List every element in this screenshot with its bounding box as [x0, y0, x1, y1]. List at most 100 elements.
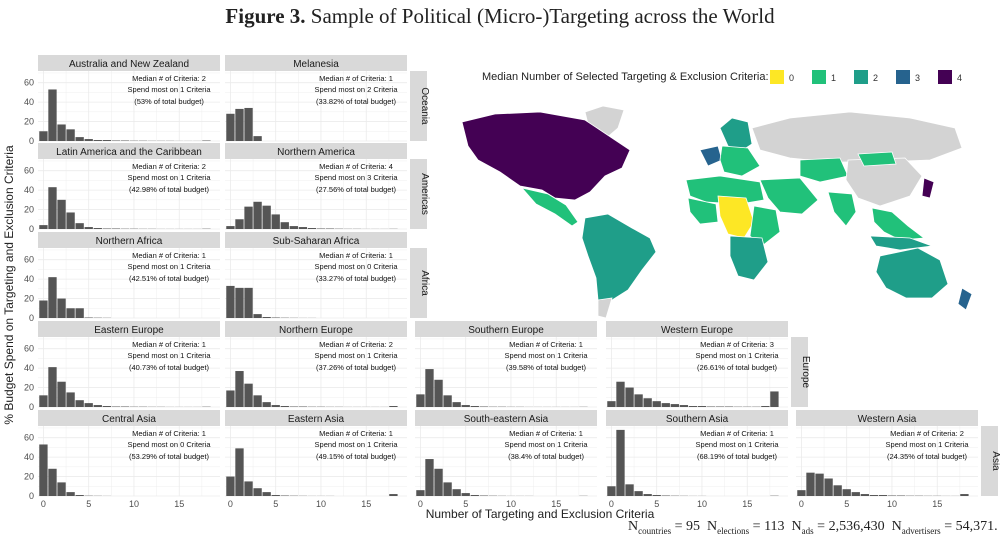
y-tick-label: 20: [24, 383, 34, 393]
x-tick-label: 0: [609, 499, 614, 509]
facet-panel-10: Central Asia Median # of Criteria: 1 Spend…: [24, 410, 220, 509]
group-strip-label: Africa: [419, 270, 430, 296]
map-region-northern-europe: [719, 117, 753, 153]
bar: [389, 406, 398, 407]
group-strip-label: Oceania: [419, 87, 430, 125]
bar: [425, 369, 434, 407]
facet-strip-label: Western Europe: [661, 325, 734, 336]
bar: [643, 494, 652, 496]
facet-strip-label: Eastern Asia: [288, 414, 345, 425]
bar: [48, 468, 57, 496]
y-tick-label: 20: [24, 205, 34, 215]
figure-title-text: Sample of Political (Micro-)Targeting ac…: [310, 4, 775, 28]
x-tick-label: 15: [932, 499, 942, 509]
map-region-north-america: [461, 111, 631, 201]
y-tick-label: 60: [24, 166, 34, 176]
median-annotation: Median # of Criteria: 1: [700, 429, 774, 438]
group-strip-label: Europe: [800, 356, 811, 389]
bar: [697, 406, 707, 407]
facet-strip-label: Northern Africa: [96, 236, 163, 247]
bar: [616, 381, 625, 407]
map-region-indonesia: [869, 235, 933, 251]
bar: [452, 402, 461, 407]
budget-share-annotation: (26.61% of total budget): [697, 363, 778, 372]
facet-strip: [225, 321, 407, 337]
bar: [244, 206, 253, 229]
y-tick-label: 60: [24, 78, 34, 88]
bar: [298, 227, 308, 229]
facet-strip: [38, 232, 220, 248]
bar: [75, 137, 84, 141]
median-annotation: Median # of Criteria: 2: [132, 74, 206, 83]
y-axis-label: % Budget Spend on Targeting and Exclusio…: [2, 145, 16, 425]
group-strip-label: Asia: [990, 451, 1000, 471]
legend-label-3: 3: [915, 73, 920, 83]
bar: [289, 226, 298, 229]
facet-strip-label: Southern Europe: [468, 325, 544, 336]
bar: [770, 391, 779, 407]
median-annotation: Median # of Criteria: 3: [700, 340, 774, 349]
facet-strip-label: Northern Europe: [279, 325, 353, 336]
bar: [661, 403, 670, 407]
facet-panel-0: Australia and New Zealand Median # of Cri…: [24, 55, 220, 146]
n-countries: 95: [686, 519, 701, 534]
spend-annotation: Spend most on 1 Criteria: [696, 351, 780, 360]
facet-strip-label: Australia and New Zealand: [69, 59, 189, 70]
spend-annotation: Spend most on 1 Criteria: [128, 85, 212, 94]
x-tick-label: 10: [697, 499, 707, 509]
bar: [102, 406, 111, 407]
spend-annotation: Spend most on 1 Criteria: [886, 440, 970, 449]
n-ads: 2,536,430: [828, 519, 885, 534]
y-tick-label: 40: [24, 274, 34, 284]
facet-panel-7: Northern Europe Median # of Criteria: 2 Sp…: [225, 321, 407, 408]
bar: [271, 214, 280, 229]
sample-size-footnote: Ncountries = 95 Nelections = 113 Nads = …: [628, 519, 998, 536]
facet-strip: [38, 321, 220, 337]
group-strip: [981, 426, 998, 496]
median-annotation: Median # of Criteria: 2: [890, 429, 964, 438]
bar: [66, 392, 75, 407]
map-region-east-africa: [749, 205, 781, 247]
median-annotation: Median # of Criteria: 2: [319, 340, 393, 349]
bar: [48, 367, 57, 407]
facet-panel-14: Western Asia Median # of Criteria: 2 Spend…: [796, 410, 978, 509]
bar: [75, 308, 84, 318]
y-tick-label: 40: [24, 185, 34, 195]
map-region-central-asia: [799, 157, 849, 183]
budget-share-annotation: (27.56% of total budget): [316, 185, 397, 194]
facet-strip: [225, 55, 407, 71]
map-region-japan: [921, 177, 935, 199]
bar: [860, 494, 869, 496]
bar: [761, 406, 770, 407]
facet-strip: [38, 143, 220, 159]
bar: [878, 495, 888, 496]
facet-strip-label: Southern Asia: [666, 414, 729, 425]
bar: [244, 383, 253, 407]
bar: [253, 314, 262, 318]
bar: [66, 129, 75, 141]
bar: [280, 406, 289, 407]
facet-strip: [225, 232, 407, 248]
bar: [443, 482, 452, 496]
budget-share-annotation: (33.27% of total budget): [316, 274, 397, 283]
facet-strip-label: Northern America: [277, 147, 355, 158]
map-region-north-africa: [685, 175, 765, 205]
bar: [960, 494, 969, 496]
spend-annotation: Spend most on 1 Criteria: [128, 173, 212, 182]
facet-panel-1: Melanesia Median # of Criteria: 1 Spend mo…: [225, 55, 407, 142]
bar: [652, 401, 661, 407]
y-tick-label: 20: [24, 117, 34, 127]
bar: [434, 468, 443, 496]
bar: [452, 489, 461, 496]
bar: [652, 495, 661, 496]
y-tick-label: 20: [24, 294, 34, 304]
bar: [797, 490, 806, 496]
bar: [643, 398, 652, 407]
y-tick-label: 60: [24, 344, 34, 354]
bar: [434, 379, 443, 407]
bar: [634, 394, 643, 407]
y-tick-label: 0: [29, 313, 34, 323]
legend-swatch-4: [938, 70, 952, 84]
median-annotation: Median # of Criteria: 4: [319, 162, 393, 171]
bar: [48, 89, 57, 141]
